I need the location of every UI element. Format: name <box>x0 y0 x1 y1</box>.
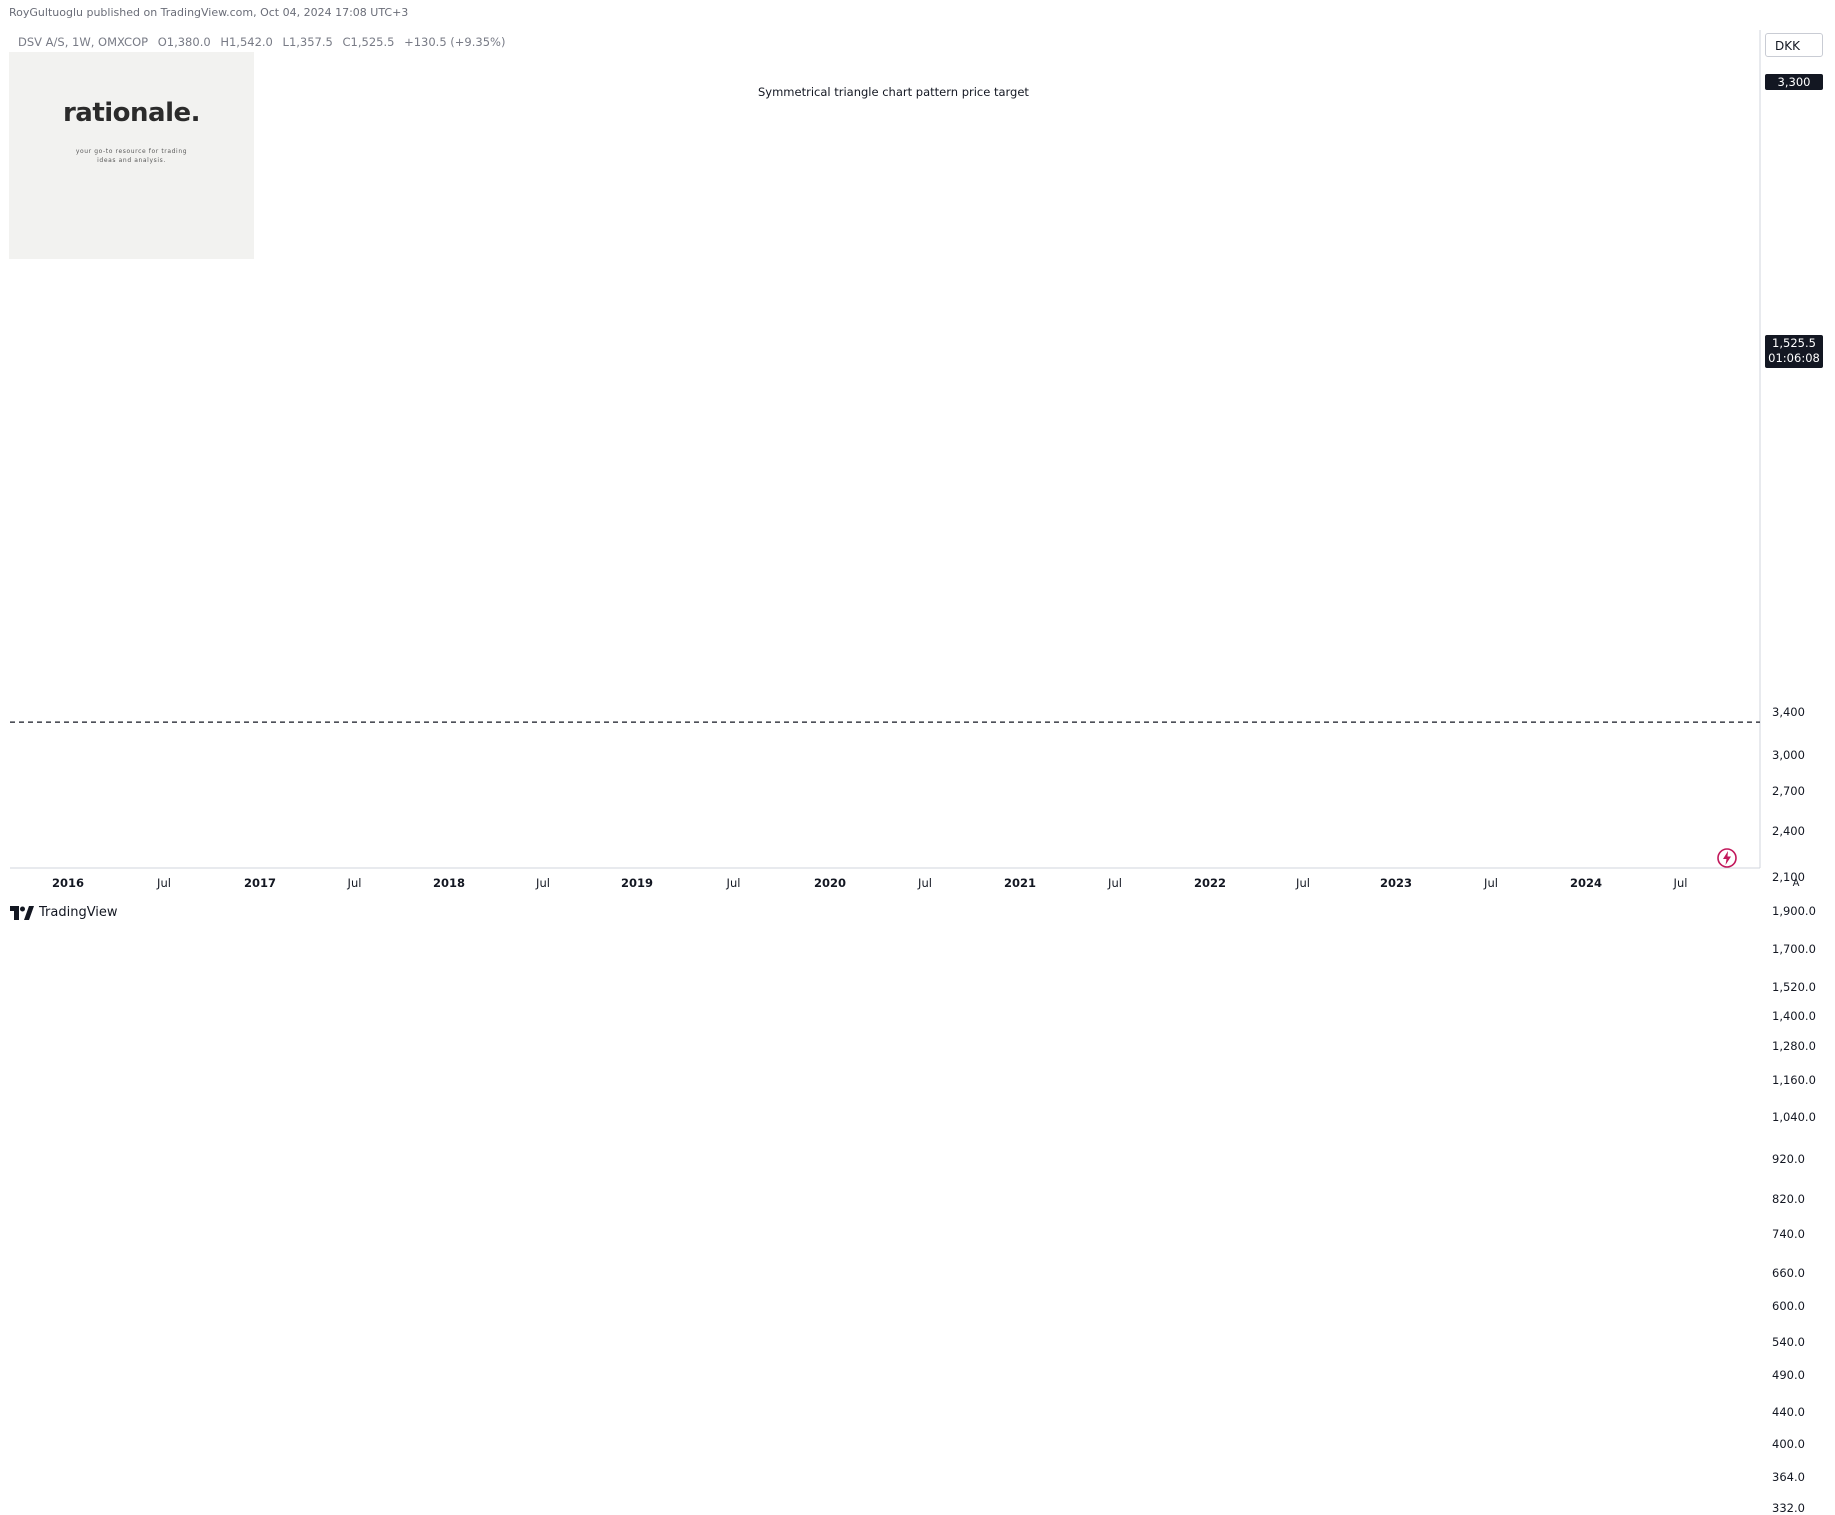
ohlc-high: H1,542.0 <box>220 35 273 49</box>
last-price-value: 1,525.5 <box>1772 336 1816 350</box>
time-tick-label: Jul <box>347 876 362 890</box>
price-tick-label: 740.0 <box>1772 1226 1805 1241</box>
price-tick-label: 2,700 <box>1772 783 1805 798</box>
ohlc-change: +130.5 (+9.35%) <box>404 35 506 49</box>
price-tick-label: 600.0 <box>1772 1298 1805 1313</box>
symbol-name[interactable]: DSV A/S, 1W, OMXCOP <box>18 35 149 49</box>
price-target-annotation: Symmetrical triangle chart pattern price… <box>758 85 1029 99</box>
published-line: RoyGultuoglu published on TradingView.co… <box>9 6 409 19</box>
time-tick-label: 2019 <box>620 876 654 890</box>
time-tick-label: Jul <box>536 876 550 890</box>
price-tick-label: 332.0 <box>1772 1501 1805 1515</box>
time-tick-label: Jul <box>918 876 932 890</box>
time-tick-label: Jul <box>726 876 741 890</box>
price-tick-label: 1,040.0 <box>1772 1110 1816 1125</box>
time-tick-label: Jul <box>1108 876 1122 890</box>
price-tick-label: 1,400.0 <box>1772 1008 1816 1023</box>
price-tick-label: 820.0 <box>1772 1191 1805 1206</box>
tradingview-brand-text: TradingView <box>39 905 118 920</box>
logo-name: rationale. <box>62 98 201 128</box>
time-tick-label: Jul <box>1296 876 1310 890</box>
price-tick-label: 400.0 <box>1772 1437 1805 1452</box>
price-tick-label: 3,400 <box>1772 704 1805 719</box>
ohlc-close: C1,525.5 <box>342 35 395 49</box>
tradingview-brand: TradingView <box>10 905 118 920</box>
price-tick-label: 660.0 <box>1772 1266 1805 1281</box>
last-price-tag: 1,525.5 01:06:08 <box>1765 335 1823 368</box>
time-tick-label: 2024 <box>1569 876 1603 890</box>
time-tick-label: Jul <box>157 876 171 890</box>
lightning-icon[interactable] <box>1716 847 1738 869</box>
time-tick-label: 2020 <box>813 876 847 890</box>
time-tick-label: 2023 <box>1379 876 1413 890</box>
price-tick-label: 364.0 <box>1772 1469 1805 1484</box>
price-tick-label: 1,160.0 <box>1772 1072 1816 1087</box>
price-chart[interactable] <box>0 0 1835 931</box>
target-price-tag: 3,300 <box>1765 74 1823 90</box>
price-tick-label: 920.0 <box>1772 1152 1805 1167</box>
rationale-logo: rationale. your go-to resource for tradi… <box>9 52 254 259</box>
bar-countdown: 01:06:08 <box>1768 351 1820 365</box>
time-tick-label: 2021 <box>1003 876 1037 890</box>
time-tick-label: 2016 <box>51 876 85 890</box>
time-tick-label: Jul <box>1484 876 1498 890</box>
time-tick-label: 2022 <box>1193 876 1227 890</box>
price-tick-label: 440.0 <box>1772 1404 1805 1419</box>
tradingview-logo-icon <box>10 905 34 920</box>
time-tick-label: 2017 <box>243 876 277 890</box>
auto-scale-button[interactable]: A <box>1792 878 1800 889</box>
symbol-legend: DSV A/S, 1W, OMXCOP O1,380.0 H1,542.0 L1… <box>18 35 511 49</box>
logo-tagline: your go-to resource for trading ideas an… <box>75 148 188 164</box>
price-tick-label: 540.0 <box>1772 1334 1805 1349</box>
price-tick-label: 490.0 <box>1772 1367 1805 1382</box>
ohlc-low: L1,357.5 <box>282 35 333 49</box>
ohlc-open: O1,380.0 <box>157 35 211 49</box>
price-tick-label: 1,900.0 <box>1772 904 1816 919</box>
currency-button[interactable]: DKK <box>1765 33 1823 57</box>
time-tick-label: 2018 <box>432 876 466 890</box>
price-tick-label: 2,400 <box>1772 824 1805 839</box>
price-tick-label: 1,520.0 <box>1772 980 1816 995</box>
price-tick-label: 3,000 <box>1772 747 1805 762</box>
time-tick-label: Jul <box>1673 876 1688 890</box>
price-tick-label: 1,700.0 <box>1772 942 1816 957</box>
price-tick-label: 2,100 <box>1772 869 1805 884</box>
price-tick-label: 1,280.0 <box>1772 1039 1816 1054</box>
